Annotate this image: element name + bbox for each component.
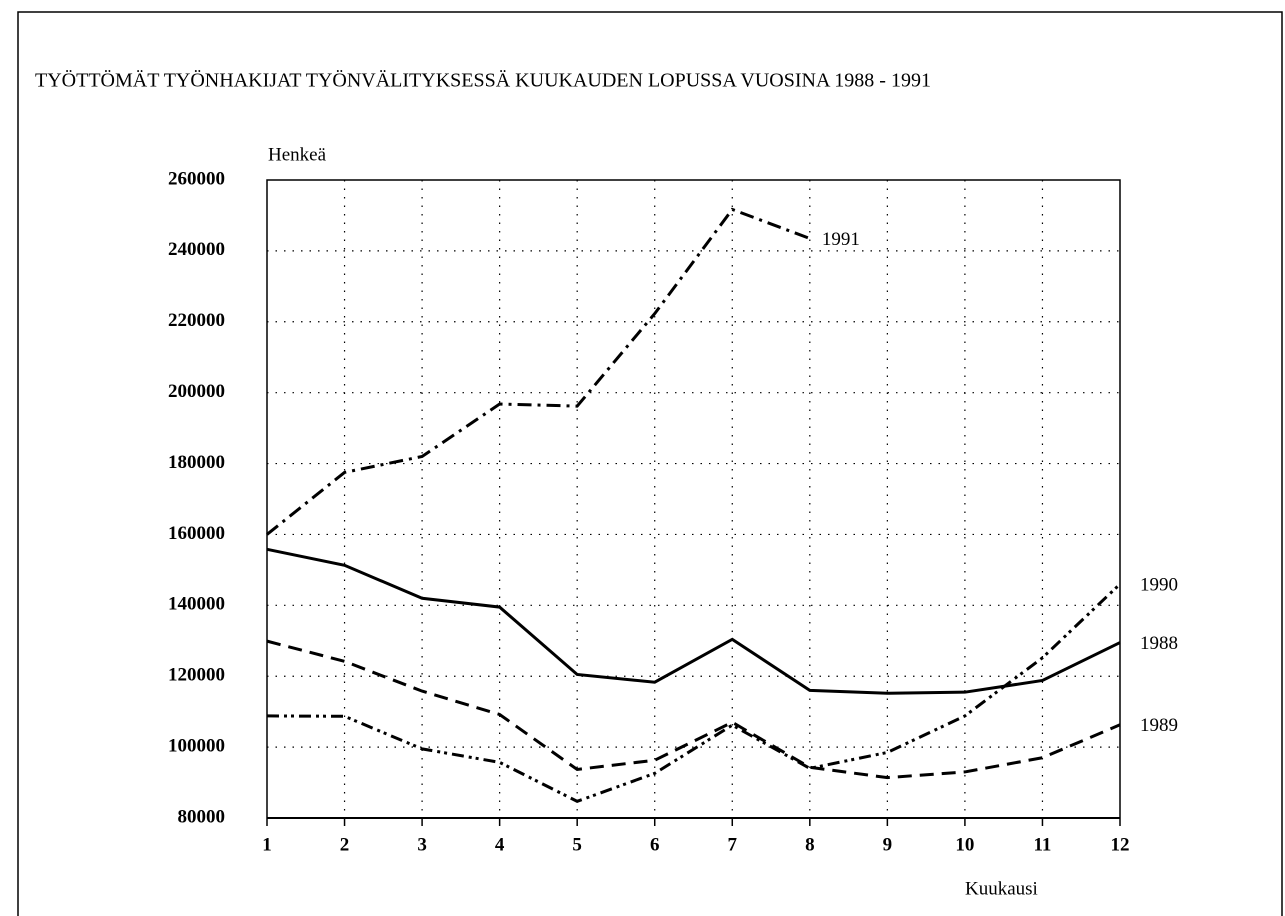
series-line <box>266 207 811 536</box>
y-tick-label: 120000 <box>168 665 225 686</box>
x-tick-label: 2 <box>340 834 350 855</box>
x-tick-label: 8 <box>805 834 815 855</box>
x-tick-label: 7 <box>728 834 738 855</box>
y-tick-label: 100000 <box>168 735 225 756</box>
x-tick-label: 12 <box>1111 834 1130 855</box>
chart-title: TYÖTTÖMÄT TYÖNHAKIJAT TYÖNVÄLITYKSESSÄ K… <box>35 69 931 92</box>
y-tick-label: 240000 <box>168 239 225 260</box>
y-tick-label: 80000 <box>178 806 226 827</box>
x-tick-label: 5 <box>572 834 582 855</box>
x-axis-label: Kuukausi <box>965 878 1038 899</box>
x-tick-label: 11 <box>1033 834 1051 855</box>
x-tick-label: 10 <box>955 834 974 855</box>
y-tick-label: 260000 <box>168 168 225 189</box>
y-tick-label: 140000 <box>168 594 225 615</box>
series-label: 1991 <box>822 229 860 250</box>
x-tick-label: 4 <box>495 834 505 855</box>
series-label: 1990 <box>1140 574 1178 595</box>
y-axis-label: Henkeä <box>268 144 327 165</box>
series-line <box>266 582 1122 803</box>
y-tick-label: 180000 <box>168 452 225 473</box>
x-tick-label: 9 <box>883 834 893 855</box>
plot-border <box>266 179 1121 818</box>
y-tick-label: 220000 <box>168 310 225 331</box>
frame <box>17 11 1283 916</box>
series-label: 1988 <box>1140 633 1178 654</box>
y-tick-label: 160000 <box>168 523 225 544</box>
series-label: 1989 <box>1140 715 1178 736</box>
series-line <box>266 547 1121 695</box>
x-tick-label: 3 <box>417 834 427 855</box>
y-tick-label: 200000 <box>168 381 225 402</box>
x-tick-label: 1 <box>262 834 272 855</box>
x-tick-label: 6 <box>650 834 660 855</box>
